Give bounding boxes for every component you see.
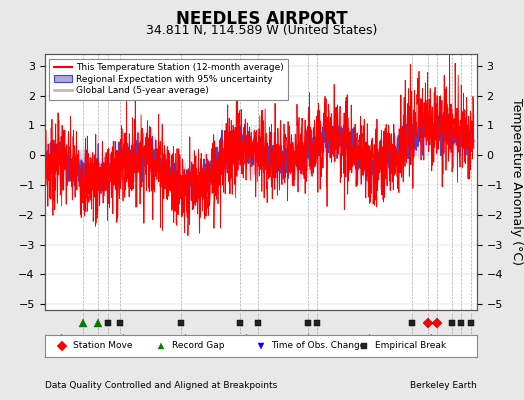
Y-axis label: Temperature Anomaly (°C): Temperature Anomaly (°C)	[509, 98, 522, 266]
Text: Data Quality Controlled and Aligned at Breakpoints: Data Quality Controlled and Aligned at B…	[45, 381, 277, 390]
Text: Record Gap: Record Gap	[172, 341, 225, 350]
Text: Empirical Break: Empirical Break	[375, 341, 446, 350]
Text: Time of Obs. Change: Time of Obs. Change	[271, 341, 366, 350]
Legend: This Temperature Station (12-month average), Regional Expectation with 95% uncer: This Temperature Station (12-month avera…	[49, 58, 288, 100]
Text: 34.811 N, 114.589 W (United States): 34.811 N, 114.589 W (United States)	[146, 24, 378, 37]
Text: NEEDLES AIRPORT: NEEDLES AIRPORT	[176, 10, 348, 28]
Text: Berkeley Earth: Berkeley Earth	[410, 381, 477, 390]
Text: Station Move: Station Move	[73, 341, 132, 350]
